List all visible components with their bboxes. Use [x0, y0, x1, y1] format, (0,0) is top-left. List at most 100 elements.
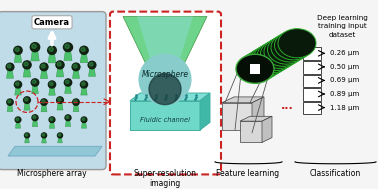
Polygon shape: [73, 69, 79, 78]
Circle shape: [30, 43, 40, 52]
Polygon shape: [123, 16, 207, 75]
Polygon shape: [222, 97, 264, 103]
Circle shape: [14, 81, 22, 88]
Text: 0.50 μm: 0.50 μm: [330, 64, 359, 70]
Circle shape: [74, 100, 77, 103]
Circle shape: [33, 80, 36, 84]
Ellipse shape: [236, 54, 274, 83]
Polygon shape: [130, 93, 210, 101]
FancyBboxPatch shape: [303, 47, 321, 60]
Circle shape: [81, 117, 87, 122]
Polygon shape: [73, 104, 79, 112]
Polygon shape: [65, 119, 71, 126]
FancyBboxPatch shape: [303, 88, 321, 101]
Circle shape: [57, 62, 61, 66]
Polygon shape: [7, 104, 13, 112]
Polygon shape: [31, 49, 39, 61]
Circle shape: [56, 61, 64, 69]
Ellipse shape: [246, 48, 285, 77]
Polygon shape: [23, 67, 31, 77]
Ellipse shape: [264, 37, 302, 66]
Ellipse shape: [260, 39, 299, 68]
Circle shape: [23, 61, 31, 69]
Circle shape: [82, 82, 85, 86]
FancyBboxPatch shape: [250, 64, 260, 74]
Circle shape: [23, 97, 30, 103]
Text: 0.89 μm: 0.89 μm: [330, 91, 359, 97]
Polygon shape: [41, 104, 47, 112]
Circle shape: [7, 99, 13, 105]
Circle shape: [42, 133, 46, 138]
Text: Microsphere array: Microsphere array: [17, 169, 87, 178]
Circle shape: [88, 61, 96, 69]
Polygon shape: [81, 86, 87, 95]
Circle shape: [8, 100, 11, 103]
Circle shape: [33, 116, 36, 119]
Circle shape: [139, 54, 191, 105]
Polygon shape: [32, 84, 39, 94]
Polygon shape: [65, 84, 71, 93]
Circle shape: [65, 44, 69, 49]
Text: Super-resolution
imaging: Super-resolution imaging: [133, 169, 197, 188]
Circle shape: [50, 82, 53, 86]
Circle shape: [72, 63, 80, 71]
Circle shape: [48, 81, 56, 88]
Polygon shape: [58, 137, 62, 143]
Polygon shape: [15, 86, 21, 95]
Circle shape: [31, 79, 39, 86]
Circle shape: [32, 44, 36, 49]
Polygon shape: [48, 52, 56, 63]
Text: Camera: Camera: [34, 18, 70, 27]
Text: 1.18 μm: 1.18 μm: [330, 105, 359, 111]
Text: Classification: Classification: [310, 169, 361, 178]
Circle shape: [42, 134, 45, 136]
Ellipse shape: [254, 44, 291, 73]
Circle shape: [25, 134, 28, 136]
Polygon shape: [137, 16, 193, 75]
Circle shape: [41, 99, 47, 105]
Circle shape: [57, 97, 64, 103]
Circle shape: [65, 80, 69, 84]
Polygon shape: [49, 86, 55, 95]
Circle shape: [49, 47, 53, 51]
Circle shape: [25, 133, 29, 138]
Polygon shape: [252, 97, 264, 130]
Text: Fluidic channel: Fluidic channel: [140, 117, 190, 123]
Circle shape: [73, 64, 77, 68]
Circle shape: [25, 98, 28, 101]
Circle shape: [6, 63, 14, 71]
Text: ...: ...: [280, 101, 293, 111]
Polygon shape: [24, 102, 30, 110]
Circle shape: [32, 115, 38, 121]
Circle shape: [81, 81, 88, 88]
Circle shape: [149, 74, 181, 105]
Circle shape: [41, 64, 45, 68]
Polygon shape: [262, 116, 272, 143]
FancyBboxPatch shape: [303, 75, 321, 87]
Circle shape: [73, 99, 79, 105]
Polygon shape: [130, 122, 210, 130]
Ellipse shape: [240, 52, 277, 81]
Circle shape: [58, 134, 61, 136]
Text: Feature learning: Feature learning: [217, 169, 280, 178]
Circle shape: [48, 46, 56, 54]
Text: 0.69 μm: 0.69 μm: [330, 77, 359, 83]
Circle shape: [42, 100, 45, 103]
Circle shape: [58, 98, 61, 101]
Ellipse shape: [274, 31, 313, 60]
Circle shape: [65, 115, 71, 121]
Circle shape: [49, 117, 55, 122]
Polygon shape: [14, 52, 22, 63]
Circle shape: [15, 47, 19, 52]
Polygon shape: [130, 101, 200, 130]
Polygon shape: [64, 49, 72, 60]
Circle shape: [82, 118, 85, 121]
Circle shape: [64, 79, 72, 86]
Circle shape: [7, 64, 11, 68]
Text: Deep learning
training input
dataset: Deep learning training input dataset: [316, 15, 367, 38]
Circle shape: [16, 118, 19, 121]
FancyBboxPatch shape: [303, 61, 321, 74]
Ellipse shape: [268, 35, 305, 64]
Ellipse shape: [278, 29, 316, 58]
Polygon shape: [240, 121, 262, 143]
